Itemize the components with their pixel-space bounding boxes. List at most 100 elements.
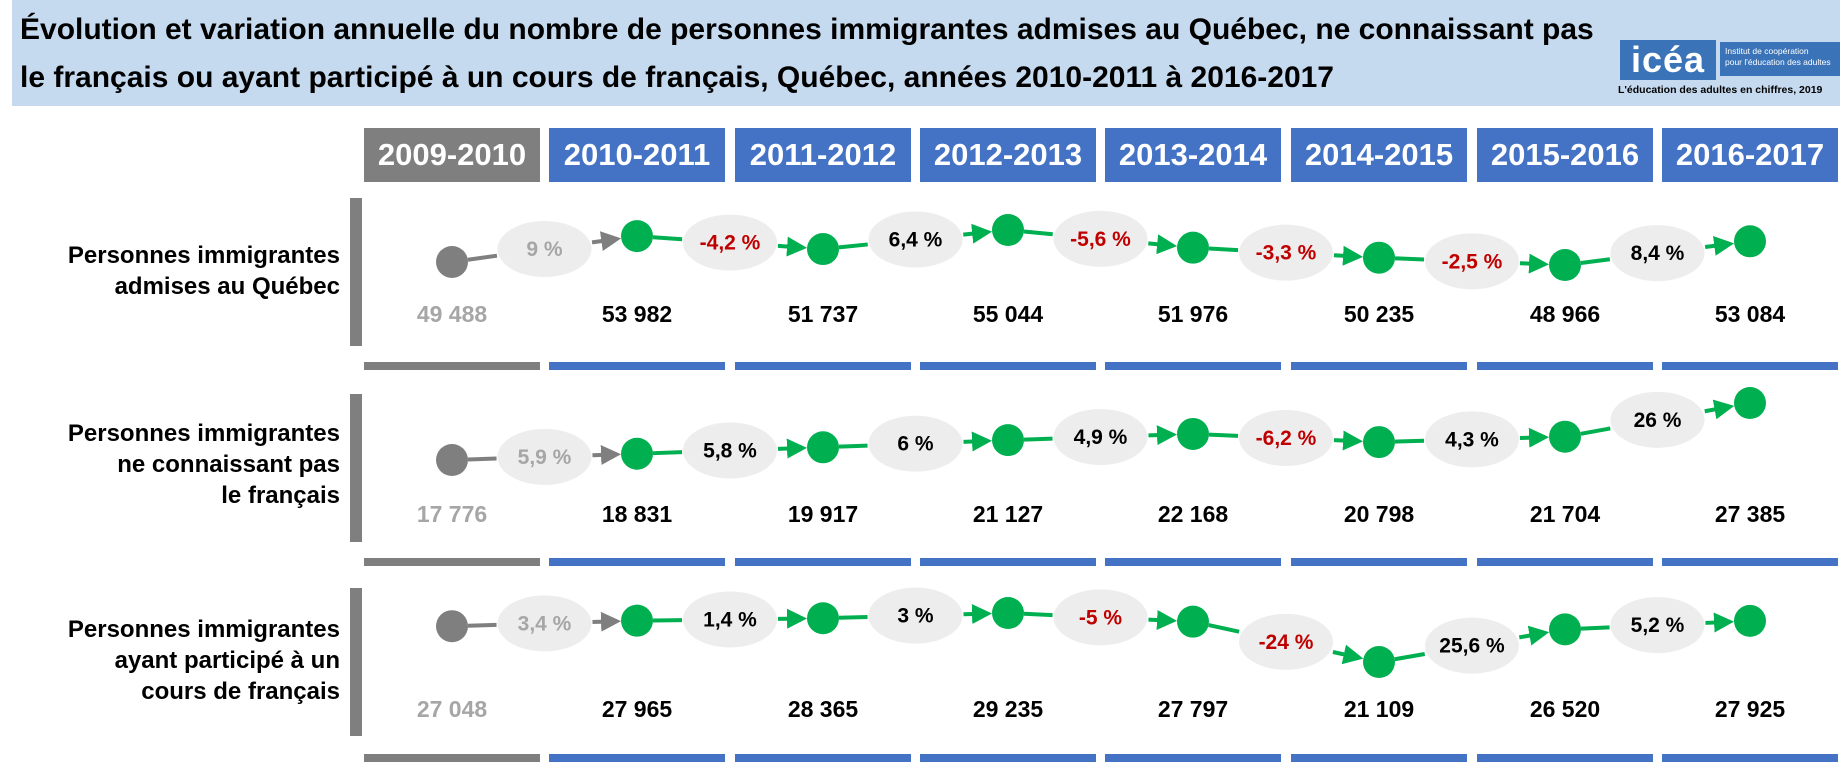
year-header-2015-2016: 2015-2016: [1477, 128, 1653, 182]
row-band: [364, 558, 540, 566]
connector-line: [1394, 438, 1425, 444]
row-label-line: ayant participé à un: [114, 647, 340, 674]
row-label-line: ne connaissant pas: [117, 451, 340, 478]
connector-line: [1394, 652, 1426, 662]
connector-line: [652, 450, 683, 456]
change-label: 3 %: [897, 605, 934, 628]
change-label: 6,4 %: [889, 229, 943, 252]
value-label: 48 966: [1530, 301, 1600, 327]
row-label-line: cours de français: [141, 678, 340, 705]
logo-caption: L'éducation des adultes en chiffres, 201…: [1618, 84, 1823, 96]
change-bubble: [683, 591, 777, 648]
data-point: [807, 602, 839, 635]
value-label: 51 976: [1158, 301, 1228, 327]
row-label: Personnes immigrantes admises au Québec: [20, 240, 340, 302]
change-arrow: [1519, 253, 1550, 274]
change-bubble: [1053, 409, 1148, 466]
change-arrow: [1704, 235, 1735, 256]
value-label: 21 704: [1530, 501, 1601, 527]
change-arrow: [592, 611, 622, 632]
change-label: 5,8 %: [703, 440, 757, 463]
value-label: 53 084: [1715, 301, 1786, 327]
change-arrow: [1148, 609, 1178, 630]
series-group: 3,4 % 1,4 % 3 % -5 % -24 % 25,6 % 5,2 % 27 048 2…: [417, 587, 1786, 722]
change-bubble: [1425, 233, 1519, 290]
row-band: [735, 558, 911, 566]
change-label: 4,3 %: [1445, 428, 1499, 451]
data-point: [621, 437, 653, 470]
connector-line: [467, 253, 498, 262]
change-label: -4,2 %: [700, 232, 761, 255]
data-point: [992, 424, 1024, 457]
row-label-line: admises au Québec: [114, 273, 340, 300]
change-arrow: [1518, 625, 1550, 646]
row-divider-bar: [350, 588, 362, 736]
icea-logo: icéa Institut de coopération pour l'éduc…: [1608, 36, 1840, 100]
change-arrow: [1332, 644, 1364, 665]
change-label: 6 %: [897, 433, 934, 456]
year-header-2009-2010: 2009-2010: [364, 128, 540, 182]
change-arrow: [1705, 612, 1735, 633]
connector-line: [1394, 256, 1425, 262]
change-label: -2,5 %: [1442, 250, 1503, 273]
value-label: 27 925: [1715, 696, 1786, 722]
change-bubble: [1425, 411, 1519, 468]
row-label-line: Personnes immigrantes: [67, 242, 340, 269]
change-arrow: [591, 231, 622, 252]
row-label: Personnes immigrantes ayant participé à u…: [20, 614, 340, 707]
change-label: 9 %: [526, 238, 563, 261]
change-arrow: [1333, 430, 1364, 451]
change-label: 5,9 %: [518, 446, 572, 469]
row-divider-bar: [350, 394, 362, 542]
change-bubble: [497, 428, 592, 485]
change-bubble: [1425, 617, 1519, 674]
connector-line: [652, 235, 683, 242]
data-point: [807, 233, 839, 266]
data-point: [1549, 420, 1581, 453]
change-label: 1,4 %: [703, 608, 757, 631]
data-point: [807, 431, 839, 464]
data-point: [621, 220, 653, 253]
value-label: 49 488: [417, 301, 488, 327]
value-label: 28 365: [788, 696, 859, 722]
change-bubble: [868, 211, 963, 268]
change-label: -3,3 %: [1256, 242, 1317, 265]
value-label: 21 127: [973, 501, 1043, 527]
row-band: [549, 362, 725, 370]
data-point: [436, 245, 468, 278]
change-arrow: [1519, 427, 1550, 448]
connector-line: [1580, 625, 1610, 631]
change-bubble: [1053, 589, 1148, 646]
year-header-2012-2013: 2012-2013: [920, 128, 1096, 182]
value-label: 51 737: [788, 301, 858, 327]
value-label: 20 798: [1344, 501, 1415, 527]
row-label: Personnes immigrantes ne connaissant pas l…: [20, 418, 340, 511]
row-label-line: le français: [221, 482, 340, 509]
row-label-line: Personnes immigrantes: [67, 616, 340, 643]
row-band: [1291, 362, 1467, 370]
connector-line: [1208, 623, 1240, 634]
data-point: [1734, 387, 1766, 419]
value-label: 17 776: [417, 501, 487, 527]
data-point: [1549, 249, 1581, 281]
logo-org-line-1: Institut de coopération: [1725, 46, 1809, 56]
data-point: [1177, 605, 1209, 638]
row-band: [1291, 558, 1467, 566]
year-header-2010-2011: 2010-2011: [549, 128, 725, 182]
logo-mark: icéa: [1620, 40, 1716, 80]
change-arrow: [777, 438, 808, 459]
row-divider-bar: [350, 198, 362, 346]
series-group: 5,9 % 5,8 % 6 % 4,9 % -6,2 % 4,3 % 26 % 17 776 1…: [417, 387, 1785, 527]
row-band: [364, 362, 540, 370]
series-group: 9 % -4,2 % 6,4 % -5,6 % -3,3 % -2,5 % 8,4 % 49 …: [417, 210, 1786, 327]
chart-title: Évolution et variation annuelle du nombr…: [20, 13, 1594, 94]
connector-line: [838, 242, 868, 250]
change-arrow: [1704, 399, 1735, 420]
change-bubble: [497, 221, 592, 278]
change-label: 3,4 %: [518, 612, 572, 635]
connector-line: [1208, 432, 1239, 438]
change-bubble: [683, 422, 777, 479]
change-arrow: [592, 444, 622, 465]
connector-line: [1580, 257, 1611, 265]
row-band: [735, 754, 911, 762]
